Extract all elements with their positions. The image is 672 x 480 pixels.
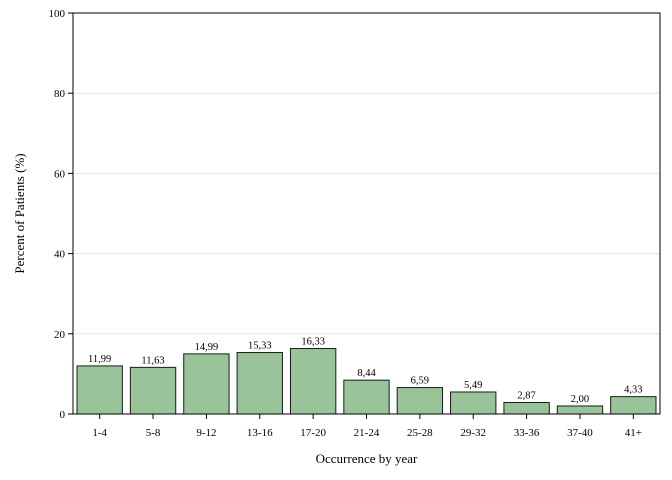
x-axis: 1-4 5-8 9-12 13-16 17-20 21-24 25-28 29-32 33-36… <box>92 414 642 439</box>
x-axis-title: Occurrence by year <box>316 451 418 466</box>
data-label: 11,99 <box>88 354 111 365</box>
x-tick-label: 29-32 <box>460 427 486 439</box>
bar-37-40 <box>556 405 604 415</box>
data-label: 5,49 <box>464 380 482 391</box>
y-tick-label: 60 <box>54 168 66 180</box>
y-tick-label: 20 <box>54 329 66 341</box>
bar-33-36 <box>503 401 550 415</box>
y-axis-title: Percent of Patients (%) <box>12 153 27 273</box>
x-tick-label: 9-12 <box>196 427 216 439</box>
bar-17-20 <box>289 348 337 415</box>
data-label: 4,33 <box>624 385 642 396</box>
y-tick-label: 80 <box>54 88 66 100</box>
data-label: 6,59 <box>411 376 429 387</box>
data-label: 15,33 <box>248 341 272 352</box>
data-label: 11,63 <box>141 355 164 366</box>
x-tick-label: 37-40 <box>567 427 593 439</box>
data-label: 14,99 <box>195 342 219 353</box>
x-tick-label: 21-24 <box>354 427 380 439</box>
bar-29-32 <box>450 391 497 415</box>
bar-41+ <box>610 396 657 415</box>
y-tick-label: 40 <box>54 249 66 261</box>
x-tick-label: 17-20 <box>300 427 326 439</box>
bar-1-4 <box>76 365 123 415</box>
y-tick-label: 100 <box>49 8 66 20</box>
bar-21-24 <box>343 379 390 415</box>
bar-25-28 <box>396 387 444 415</box>
x-tick-label: 41+ <box>625 427 642 439</box>
bar-5-8 <box>129 366 177 415</box>
data-label: 2,87 <box>517 390 535 401</box>
bar-13-16 <box>236 352 283 415</box>
plot-frame <box>72 12 661 415</box>
x-tick-label: 33-36 <box>514 427 540 439</box>
y-axis: 0 20 40 60 80 100 <box>49 8 73 421</box>
bar-9-12 <box>183 353 230 415</box>
x-tick-label: 5-8 <box>146 427 161 439</box>
data-label: 2,00 <box>571 394 589 405</box>
data-label: 16,33 <box>301 337 325 348</box>
x-tick-label: 25-28 <box>407 427 433 439</box>
x-tick-label: 1-4 <box>92 427 107 439</box>
data-labels: 11,99 11,63 14,99 15,33 16,33 8,44 6,59 5,49 2,8… <box>88 337 642 405</box>
gridlines <box>73 92 660 335</box>
y-tick-label: 0 <box>60 409 66 421</box>
x-tick-label: 13-16 <box>247 427 273 439</box>
data-label: 8,44 <box>357 368 376 379</box>
